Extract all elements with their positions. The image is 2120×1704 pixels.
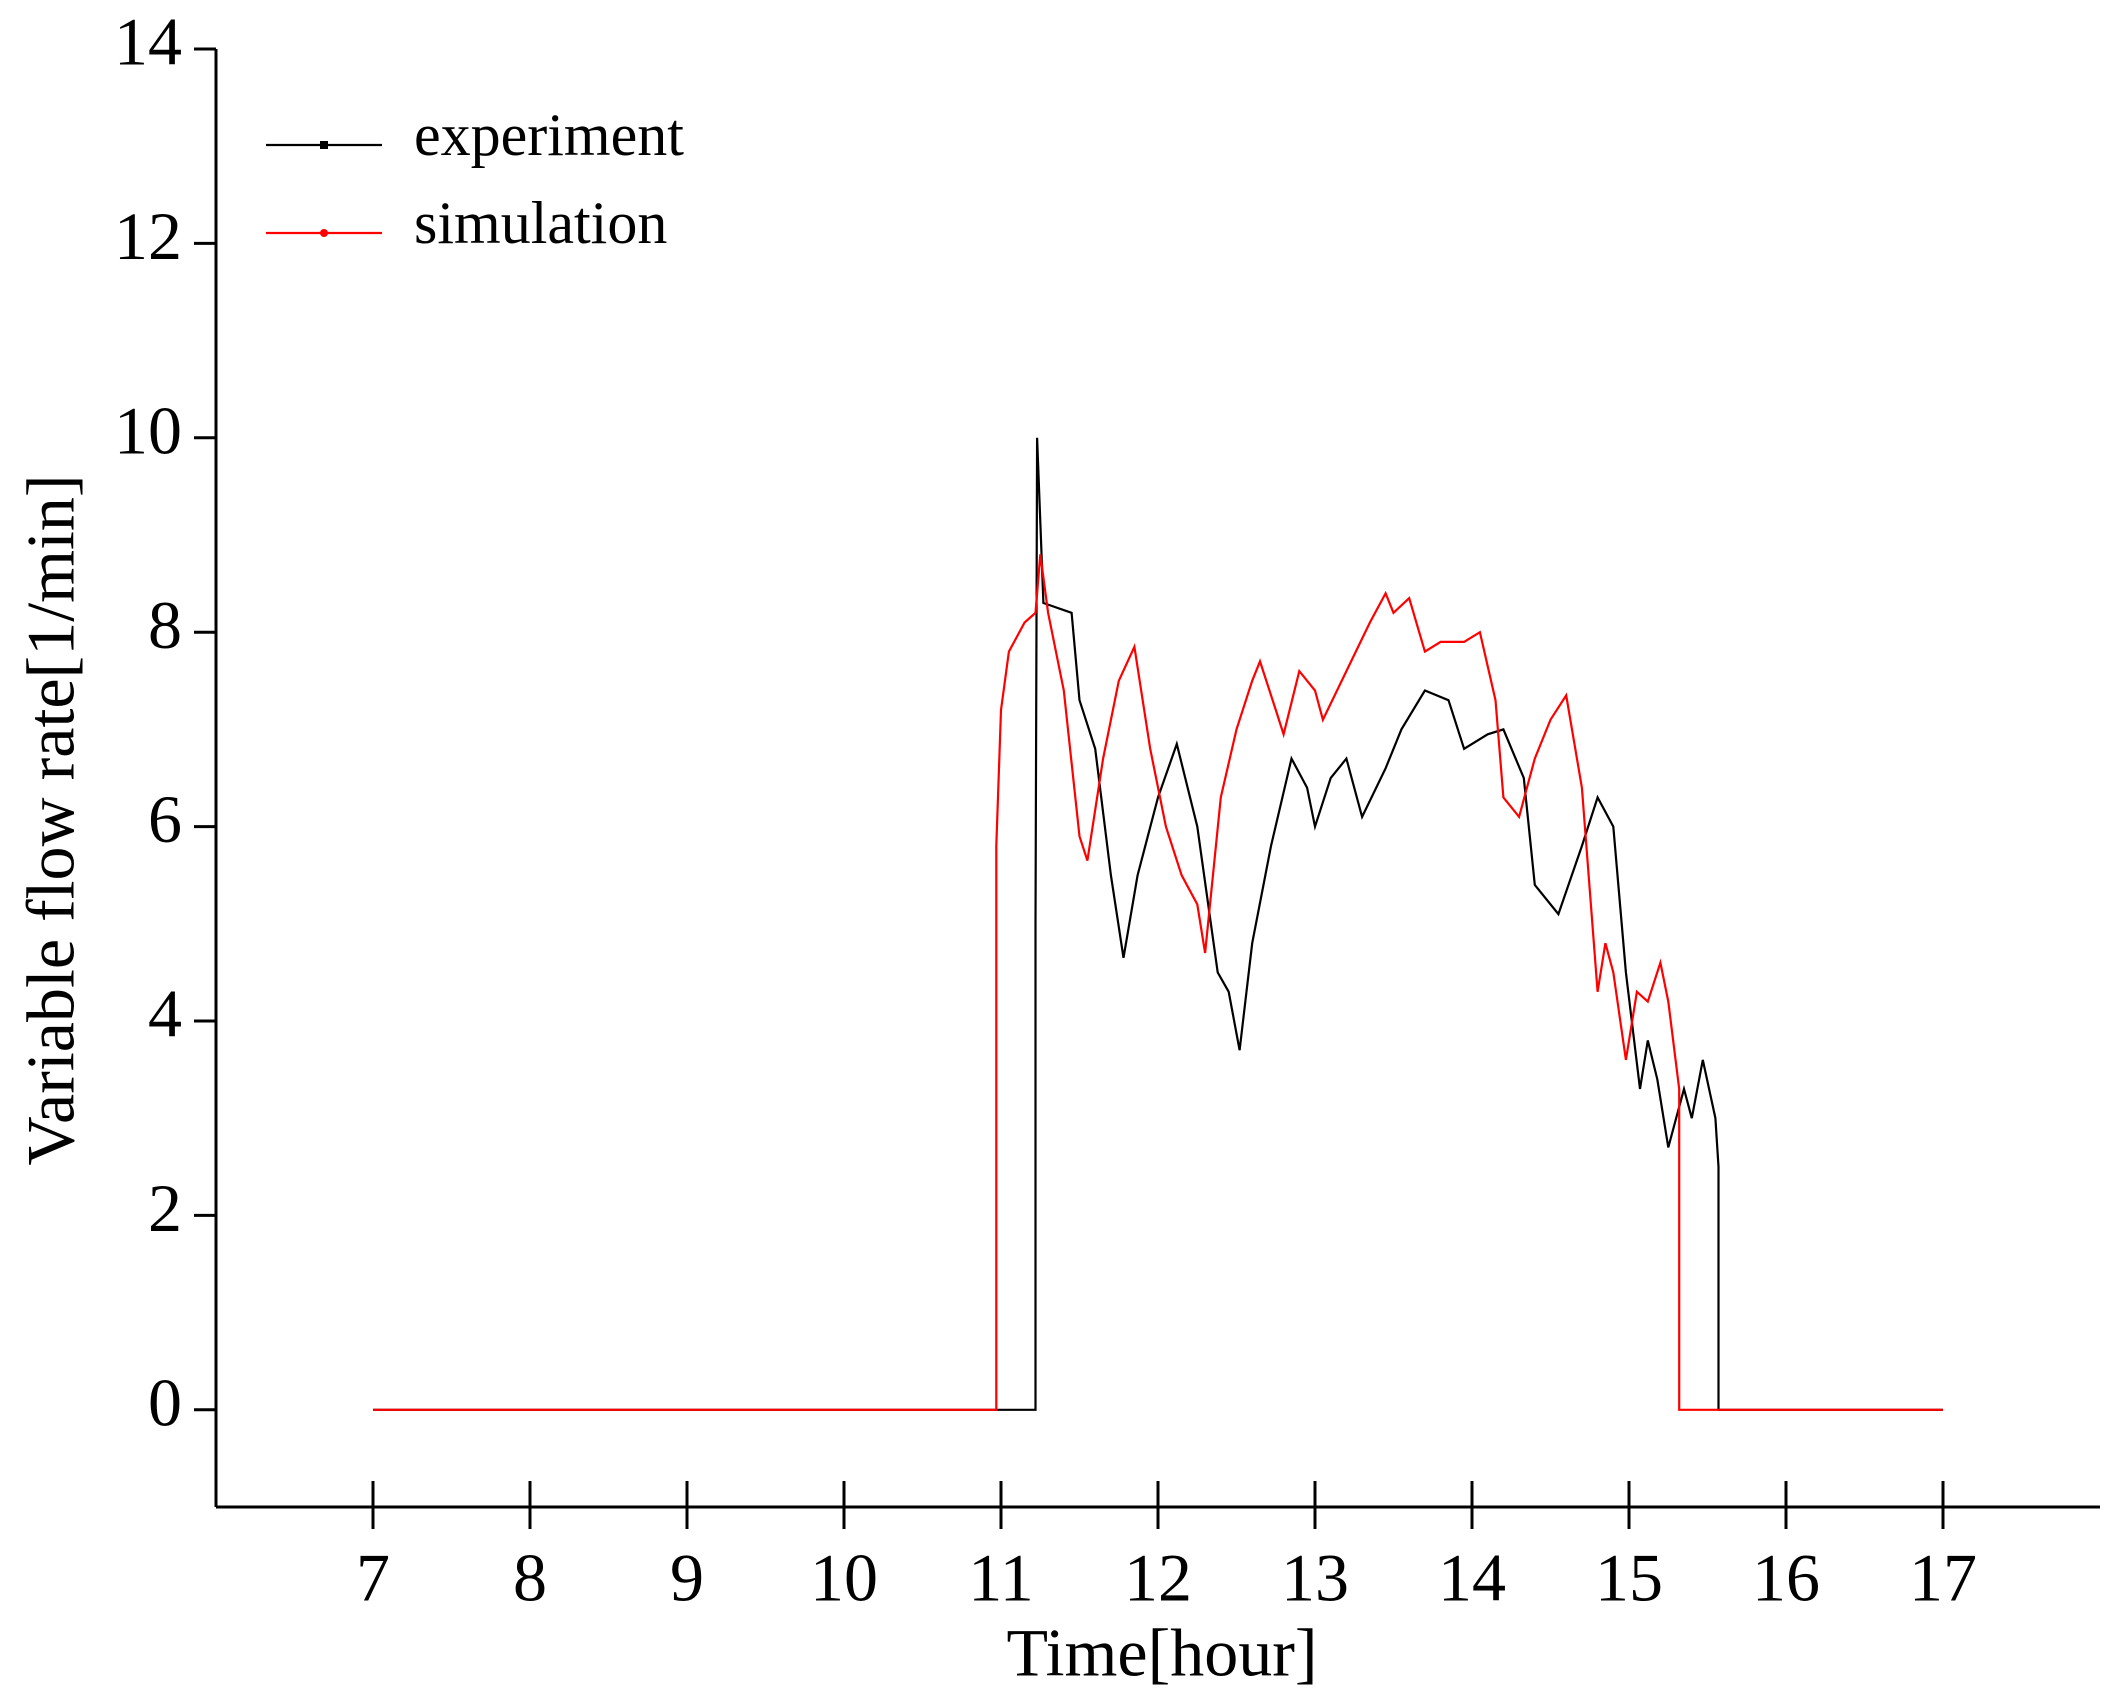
x-tick-label: 15 — [1595, 1540, 1663, 1616]
x-tick-label: 7 — [356, 1540, 390, 1616]
series-line — [373, 437, 1943, 1411]
y-tick-label: 6 — [148, 781, 182, 857]
y-tick-label: 0 — [148, 1364, 182, 1440]
x-tick-label: 13 — [1281, 1540, 1349, 1616]
x-tick-label: 14 — [1438, 1540, 1506, 1616]
y-tick-label: 14 — [114, 4, 182, 80]
x-tick-label: 8 — [513, 1540, 547, 1616]
x-tick-label: 17 — [1909, 1540, 1977, 1616]
x-axis-label: Time[hour] — [1006, 1615, 1317, 1691]
y-axis-label: Variable flow rate[1/min] — [13, 474, 89, 1165]
legend-marker — [320, 141, 328, 149]
y-tick-label: 8 — [148, 587, 182, 663]
legend-label: simulation — [414, 190, 667, 256]
x-tick-label: 16 — [1752, 1540, 1820, 1616]
legend-marker — [320, 229, 328, 237]
x-tick-label: 12 — [1124, 1540, 1192, 1616]
y-tick-label: 10 — [114, 392, 182, 468]
series-line — [373, 554, 1943, 1411]
y-tick-label: 12 — [114, 198, 182, 274]
y-tick-label: 4 — [148, 976, 182, 1052]
x-tick-label: 10 — [810, 1540, 878, 1616]
y-tick-label: 2 — [148, 1170, 182, 1246]
x-tick-label: 11 — [968, 1540, 1033, 1616]
x-tick-label: 9 — [670, 1540, 704, 1616]
legend-label: experiment — [414, 102, 684, 168]
